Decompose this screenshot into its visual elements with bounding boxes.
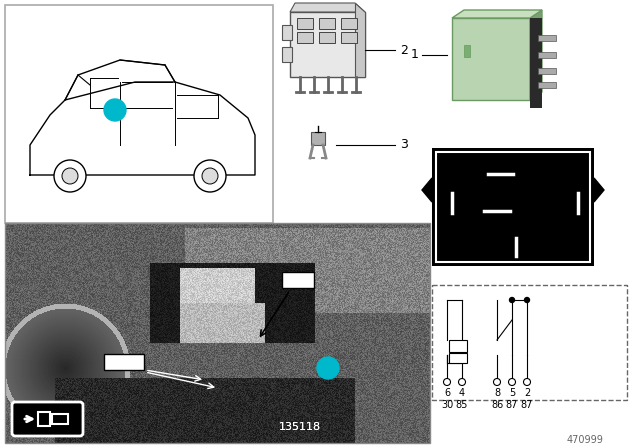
Bar [432,285,627,400]
Text: 2: 2 [524,388,530,398]
Text: K13: K13 [286,275,310,285]
Bar [319,32,335,43]
Polygon shape [530,10,542,100]
Bar [538,82,556,88]
Polygon shape [452,10,542,18]
Bar [52,414,68,424]
Circle shape [444,379,451,385]
Circle shape [493,379,500,385]
Bar [297,18,313,29]
Text: 8: 8 [494,388,500,398]
Polygon shape [290,3,365,12]
Text: 2: 2 [400,43,408,56]
Bar [5,223,430,443]
Circle shape [194,160,226,192]
Text: K13: K13 [285,276,312,289]
Circle shape [509,297,515,302]
Bar [464,45,470,57]
Circle shape [317,357,339,379]
Polygon shape [422,178,432,202]
Text: 135118: 135118 [279,422,321,432]
Bar [319,18,335,29]
Text: 5: 5 [509,388,515,398]
FancyBboxPatch shape [282,272,314,288]
Bar [341,18,357,29]
Circle shape [104,99,126,121]
Circle shape [202,168,218,184]
Bar [449,353,467,363]
Polygon shape [594,178,604,202]
Text: 1: 1 [324,363,332,373]
Circle shape [54,160,86,192]
Text: 135118: 135118 [279,422,321,432]
Circle shape [509,379,515,385]
Bar [38,412,50,426]
Text: 85: 85 [456,400,468,410]
Bar [341,32,357,43]
Text: 30: 30 [441,400,453,410]
Bar [452,18,530,100]
Bar [282,25,292,40]
Text: 87: 87 [521,400,533,410]
Text: 470999: 470999 [566,435,604,445]
Text: 87: 87 [506,400,518,410]
Bar [290,12,365,77]
Circle shape [458,379,465,385]
FancyBboxPatch shape [104,354,144,370]
Text: 1: 1 [411,48,419,61]
Text: 85: 85 [559,198,573,208]
Polygon shape [311,132,325,145]
Bar [297,32,313,43]
Text: 86: 86 [491,400,503,410]
Bar [538,35,556,41]
Bar [530,18,542,108]
FancyBboxPatch shape [12,402,83,436]
Bar [449,340,467,352]
Circle shape [525,297,529,302]
Bar [436,152,590,262]
Text: 87: 87 [488,198,502,208]
Bar [432,148,594,266]
Circle shape [524,379,531,385]
Bar [538,52,556,58]
Text: 6: 6 [444,388,450,398]
Text: 87: 87 [493,161,507,171]
Bar [538,68,556,74]
Circle shape [62,168,78,184]
Text: 4: 4 [459,388,465,398]
Text: 86: 86 [497,225,511,235]
Text: 3: 3 [400,138,408,151]
Text: 1: 1 [111,105,119,115]
Text: 30: 30 [446,198,460,208]
Polygon shape [355,3,365,77]
Bar [282,47,292,62]
Text: X292: X292 [108,357,140,367]
Bar [5,5,273,223]
